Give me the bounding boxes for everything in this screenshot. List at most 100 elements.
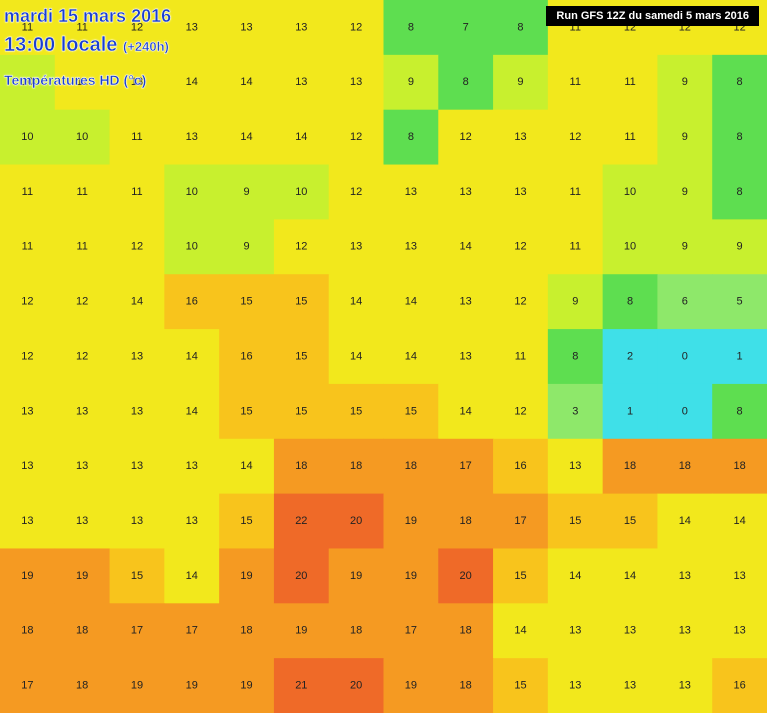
- temp-label: 8: [517, 21, 523, 33]
- temp-cell: [657, 383, 713, 440]
- temp-label: 7: [463, 21, 469, 33]
- temp-cell: [712, 329, 767, 385]
- temp-cell: [602, 54, 658, 111]
- time-text: 13:00 locale: [4, 34, 118, 56]
- temp-cell: [438, 438, 494, 495]
- temp-label: 13: [21, 405, 33, 417]
- temp-label: 11: [624, 131, 635, 143]
- temp-label: 19: [21, 570, 33, 582]
- temp-cell: [493, 658, 549, 713]
- temp-label: 20: [350, 679, 362, 691]
- temp-label: 14: [240, 131, 252, 143]
- temp-label: 14: [186, 350, 198, 362]
- temp-cell: [493, 274, 549, 330]
- temp-cell: [0, 493, 56, 549]
- temp-label: 13: [76, 460, 88, 472]
- temp-cell: [383, 548, 439, 604]
- temp-label: 13: [514, 131, 526, 143]
- temp-label: 9: [517, 76, 523, 88]
- temp-cell: [493, 383, 549, 440]
- temp-label: 13: [569, 679, 581, 691]
- temp-label: 19: [350, 570, 362, 582]
- temp-cell: [109, 164, 165, 220]
- temp-cell: [219, 438, 275, 495]
- temp-cell: [219, 603, 275, 659]
- temp-cell: [164, 109, 220, 166]
- temp-label: 13: [733, 625, 745, 637]
- temp-cell: [493, 603, 549, 659]
- temp-label: 13: [733, 570, 745, 582]
- temp-label: 8: [572, 350, 578, 362]
- temp-label: 12: [350, 21, 362, 33]
- temp-label: 10: [295, 186, 307, 198]
- temp-cell: [219, 219, 275, 275]
- temp-label: 13: [460, 296, 472, 308]
- temp-label: 13: [186, 131, 198, 143]
- temp-label: 13: [295, 21, 307, 33]
- temp-label: 13: [21, 515, 33, 527]
- temp-label: 11: [76, 186, 87, 198]
- temp-cell: [383, 54, 439, 111]
- temp-label: 13: [131, 460, 143, 472]
- temp-cell: [0, 0, 56, 56]
- temp-label: 18: [460, 515, 472, 527]
- temp-label: 9: [682, 186, 688, 198]
- temp-label: 11: [76, 76, 87, 88]
- temp-cell: [383, 493, 439, 549]
- temp-label: 12: [460, 131, 472, 143]
- temp-cell: [602, 219, 658, 275]
- temp-cell: [54, 274, 111, 330]
- temp-label: 9: [737, 241, 743, 253]
- temp-label: 15: [624, 515, 636, 527]
- temp-label: 11: [570, 241, 581, 253]
- temp-cell: [383, 0, 439, 56]
- temp-cell: [109, 603, 165, 659]
- temp-cell: [219, 109, 275, 166]
- temp-cell: [219, 54, 275, 111]
- temp-cell: [657, 274, 713, 330]
- lead: (+240h): [122, 39, 169, 54]
- temp-cell: [109, 493, 165, 549]
- temp-cell: [0, 383, 56, 440]
- temp-cell: [712, 548, 767, 604]
- temp-label: 15: [295, 405, 307, 417]
- temp-cell: [273, 493, 330, 549]
- temp-cell: [54, 438, 111, 495]
- temp-label: 13: [240, 21, 252, 33]
- temp-cell: [164, 438, 220, 495]
- temp-cell: [273, 54, 330, 111]
- temp-cell: [328, 219, 384, 275]
- temp-cell: [493, 438, 549, 495]
- temp-cell: [383, 658, 439, 713]
- temp-cell: [0, 603, 56, 659]
- temp-label: 19: [76, 570, 88, 582]
- temp-label: 8: [737, 131, 743, 143]
- temp-label: 12: [21, 350, 33, 362]
- temp-cell: [328, 329, 384, 385]
- temp-label: 18: [624, 460, 636, 472]
- temp-cell: [219, 329, 275, 385]
- temp-cell: [164, 0, 220, 56]
- date: mardi 15 mars 2016: [4, 6, 172, 26]
- temp-cell: [273, 603, 330, 659]
- subtitle: Températures HD (°c): [4, 72, 147, 88]
- temp-label: 8: [627, 296, 633, 308]
- temp-cell: [328, 438, 384, 495]
- temp-cell: [273, 109, 330, 166]
- temp-label: 0: [682, 350, 688, 362]
- temp-cell: [657, 493, 713, 549]
- temp-cell: [602, 383, 658, 440]
- temp-label: 15: [131, 570, 143, 582]
- temp-cell: [438, 274, 494, 330]
- temp-label: 13: [186, 21, 198, 33]
- temp-label: 12: [569, 131, 581, 143]
- temp-cell: [328, 493, 384, 549]
- temp-label: 22: [295, 515, 307, 527]
- temp-cell: [712, 383, 767, 440]
- temp-label: 12: [350, 131, 362, 143]
- temp-cell: [54, 383, 111, 440]
- temp-label: 19: [405, 515, 417, 527]
- temp-label: 19: [131, 679, 143, 691]
- temp-cell: [493, 219, 549, 275]
- temp-cell: [109, 219, 165, 275]
